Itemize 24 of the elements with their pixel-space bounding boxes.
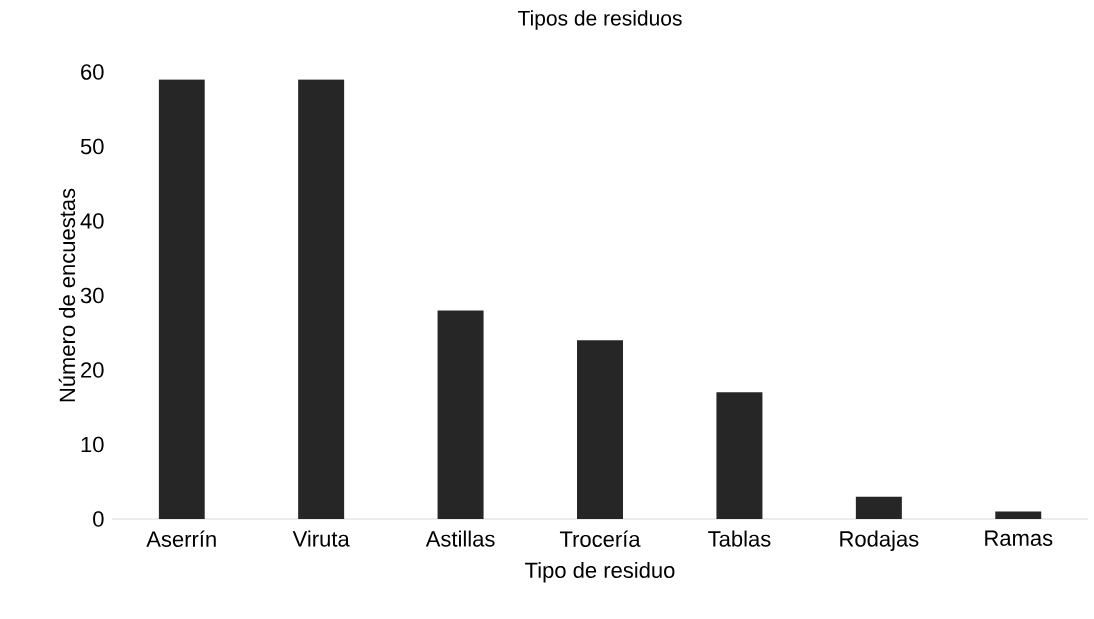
x-tick-label: Trocería [559, 530, 641, 547]
y-tick-label: 40 [80, 213, 104, 229]
bar [437, 310, 484, 519]
y-tick-label: 60 [81, 64, 104, 80]
x-tick-label: Aserrín [146, 530, 216, 547]
y-tick-label: 10 [81, 436, 104, 453]
bar [995, 511, 1042, 519]
x-tick-label: Astillas [425, 530, 495, 547]
y-tick-label: 30 [80, 287, 104, 304]
bar [855, 496, 902, 519]
bar [298, 79, 345, 519]
bar [577, 340, 623, 519]
bar [158, 79, 205, 519]
chart-title: Tipos de residuos [517, 10, 682, 30]
x-tick-label: Rodajas [840, 530, 919, 552]
x-tick-label: Ramas [985, 530, 1053, 546]
y-tick-label: 0 [93, 511, 104, 527]
y-tick-label: 20 [81, 362, 104, 378]
y-axis-title: Número de encuestas [58, 188, 76, 402]
x-tick-label: Tablas [708, 530, 771, 547]
x-tick-label: Viruta [292, 530, 350, 547]
bar [716, 392, 763, 519]
y-tick-label: 50 [80, 138, 104, 155]
x-axis-title: Tipo de residuo [525, 561, 675, 583]
